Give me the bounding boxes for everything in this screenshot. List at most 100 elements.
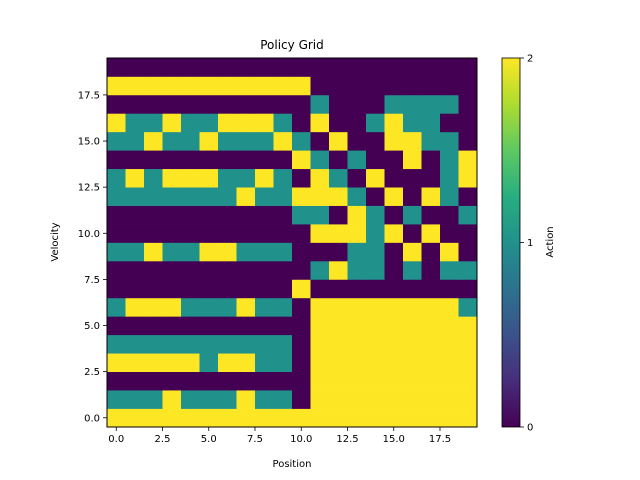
heatmap-cell <box>236 334 256 354</box>
heatmap-cell <box>199 76 219 96</box>
heatmap-cell <box>458 113 478 133</box>
heatmap-cell <box>199 187 219 206</box>
heatmap-cell <box>218 371 237 391</box>
heatmap-cell <box>329 390 348 409</box>
heatmap-cell <box>458 150 478 170</box>
heatmap-cell <box>199 260 219 280</box>
heatmap-cell <box>366 224 385 243</box>
heatmap-cell <box>144 150 163 170</box>
heatmap-cell <box>384 168 404 188</box>
heatmap-cell <box>107 408 126 428</box>
heatmap-cell <box>366 113 385 133</box>
heatmap-cell <box>347 150 367 170</box>
heatmap-cell <box>199 390 219 409</box>
heatmap-cell <box>107 94 126 114</box>
heatmap-cell <box>181 408 200 428</box>
heatmap-cell <box>329 58 348 77</box>
heatmap-cell <box>218 58 237 77</box>
heatmap-cell <box>236 408 256 428</box>
heatmap-cell <box>310 371 330 391</box>
heatmap-cell <box>255 371 274 391</box>
heatmap-cell <box>403 353 422 372</box>
y-tick-label: 10.0 <box>78 229 100 240</box>
heatmap-cell <box>384 131 404 151</box>
heatmap-cell <box>329 150 348 170</box>
heatmap-cell <box>273 187 293 206</box>
heatmap-cell <box>236 131 256 151</box>
y-tick-label: 7.5 <box>84 275 100 286</box>
heatmap-cell <box>181 297 200 317</box>
heatmap-cell <box>310 224 330 243</box>
heatmap-cell <box>384 94 404 114</box>
heatmap-cell <box>162 316 182 336</box>
heatmap-cell <box>292 242 311 262</box>
plot-frame <box>106 57 478 428</box>
heatmap-cell <box>440 390 459 409</box>
heatmap-cell <box>366 408 385 428</box>
heatmap-cell <box>218 316 237 336</box>
heatmap-cell <box>199 279 219 299</box>
heatmap-cell <box>199 316 219 336</box>
heatmap-cell <box>403 150 422 170</box>
heatmap-cell <box>236 113 256 133</box>
heatmap-cell <box>273 279 293 299</box>
heatmap-cell <box>107 150 126 170</box>
heatmap-cell <box>292 76 311 96</box>
heatmap-cell <box>218 205 237 225</box>
heatmap-cell <box>310 58 330 77</box>
heatmap-cell <box>347 131 367 151</box>
heatmap-cell <box>329 279 348 299</box>
heatmap-cell <box>125 150 145 170</box>
heatmap-cell <box>218 279 237 299</box>
heatmap-cell <box>125 334 145 354</box>
heatmap-cell <box>144 408 163 428</box>
heatmap-cell <box>255 187 274 206</box>
heatmap-cell <box>125 260 145 280</box>
heatmap-cell <box>292 224 311 243</box>
heatmap-cell <box>107 76 126 96</box>
heatmap-cell <box>218 131 237 151</box>
heatmap-cell <box>125 224 145 243</box>
heatmap-cell <box>181 76 200 96</box>
heatmap-cell <box>440 58 459 77</box>
heatmap-cell <box>403 408 422 428</box>
heatmap-cell <box>218 113 237 133</box>
heatmap-cell <box>255 150 274 170</box>
heatmap-cell <box>329 297 348 317</box>
colorbar-ticks: 0 1 2 <box>520 54 533 434</box>
heatmap-cell <box>403 187 422 206</box>
heatmap-cell <box>347 205 367 225</box>
heatmap-cell <box>421 58 441 77</box>
heatmap-cell <box>347 390 367 409</box>
heatmap-cell <box>218 390 237 409</box>
heatmap-cell <box>181 371 200 391</box>
heatmap-cell <box>347 224 367 243</box>
heatmap-cell <box>218 76 237 96</box>
heatmap-cell <box>292 168 311 188</box>
heatmap-cell <box>329 94 348 114</box>
y-tick-label: 17.5 <box>78 90 100 101</box>
heatmap-cell <box>421 168 441 188</box>
heatmap-cell <box>255 260 274 280</box>
heatmap-cell <box>292 113 311 133</box>
heatmap-cell <box>255 297 274 317</box>
heatmap-cell <box>236 390 256 409</box>
heatmap-cell <box>310 131 330 151</box>
heatmap-cell <box>347 113 367 133</box>
heatmap-cell <box>181 113 200 133</box>
heatmap-cell <box>144 353 163 372</box>
heatmap-cell <box>440 371 459 391</box>
heatmap-cell <box>181 390 200 409</box>
heatmap-cell <box>107 131 126 151</box>
heatmap-cell <box>347 94 367 114</box>
heatmap-cell <box>366 390 385 409</box>
heatmap-cell <box>458 297 478 317</box>
heatmap-cell <box>458 334 478 354</box>
heatmap-cell <box>144 279 163 299</box>
heatmap-cell <box>181 58 200 77</box>
heatmap-cell <box>273 58 293 77</box>
heatmap-cell <box>255 390 274 409</box>
heatmap-cell <box>329 205 348 225</box>
heatmap-cell <box>107 297 126 317</box>
